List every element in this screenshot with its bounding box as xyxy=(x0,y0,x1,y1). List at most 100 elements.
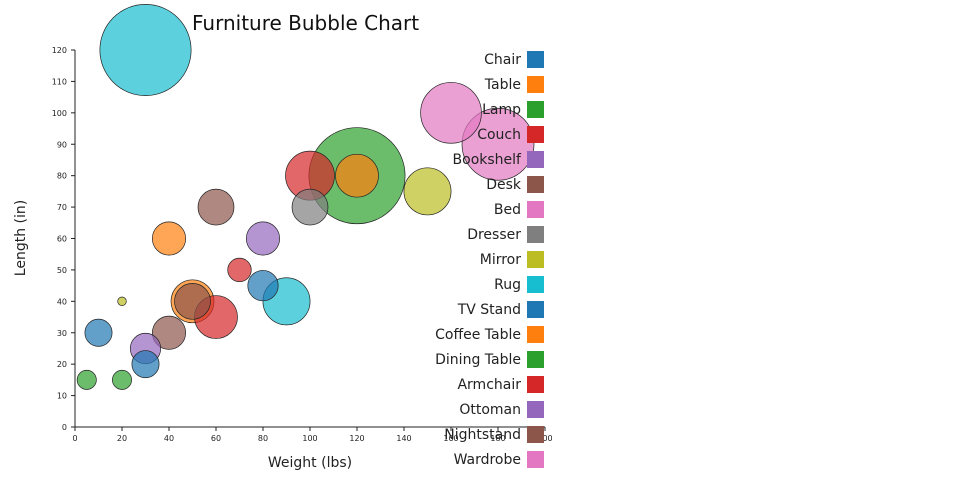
chart-title: Furniture Bubble Chart xyxy=(192,11,419,35)
legend-label: Dining Table xyxy=(435,352,521,368)
legend-swatch xyxy=(527,226,544,243)
bubble-rug xyxy=(99,4,192,96)
legend-item-desk: Desk xyxy=(486,176,544,193)
bubble-desk xyxy=(151,315,187,350)
legend-item-rug: Rug xyxy=(494,276,544,293)
legend-label: Bed xyxy=(494,202,521,218)
x-tick-label: 100 xyxy=(302,434,317,443)
legend-swatch xyxy=(527,201,544,218)
legend-swatch xyxy=(527,76,544,93)
x-tick-label: 120 xyxy=(349,434,364,443)
bubble-couch xyxy=(227,257,252,283)
y-tick-label: 30 xyxy=(57,329,67,338)
x-tick-label: 40 xyxy=(164,434,174,443)
y-tick-label: 20 xyxy=(57,360,67,369)
axes: 0 20 40 60 80 100 120 140 160 180 200 0 10 20 30 40 50 60… xyxy=(52,46,553,443)
legend-label: Mirror xyxy=(480,252,521,268)
legend-swatch xyxy=(527,401,544,418)
y-tick-label: 60 xyxy=(57,235,67,244)
y-tick-label: 50 xyxy=(57,266,67,275)
legend-label: Wardrobe xyxy=(454,452,521,468)
y-tick-label: 0 xyxy=(62,423,67,432)
x-tick-label: 160 xyxy=(443,434,458,443)
legend-item-ottoman: Ottoman xyxy=(459,401,544,418)
legend-item-coffee-table: Coffee Table xyxy=(435,326,544,343)
legend-swatch xyxy=(527,426,544,443)
legend-label: Desk xyxy=(486,177,522,193)
legend-item-tv-stand: TV Stand xyxy=(457,301,544,318)
legend-label: Table xyxy=(484,77,521,93)
legend-swatch xyxy=(527,376,544,393)
legend-item-dresser: Dresser xyxy=(467,226,544,243)
x-tick-label: 0 xyxy=(72,434,77,443)
bubble-desk xyxy=(197,188,235,226)
legend-label: Ottoman xyxy=(459,402,521,418)
y-tick-label: 70 xyxy=(57,203,67,212)
x-tick-label: 200 xyxy=(537,434,552,443)
bubble-bed xyxy=(420,82,482,144)
legend-swatch xyxy=(527,151,544,168)
legend-swatch xyxy=(527,101,544,118)
y-axis-title: Length (in) xyxy=(13,200,29,276)
legend-item-dining-table: Dining Table xyxy=(435,351,544,368)
legend-label: Lamp xyxy=(482,102,521,118)
legend-item-couch: Couch xyxy=(477,126,544,143)
bubble-lamp xyxy=(76,369,97,390)
legend-item-wardrobe: Wardrobe xyxy=(454,451,544,468)
legend-swatch xyxy=(527,451,544,468)
legend-swatch xyxy=(527,51,544,68)
legend-label: Armchair xyxy=(457,377,521,393)
y-tick-label: 40 xyxy=(57,297,67,306)
legend-swatch xyxy=(527,351,544,368)
bubble-bed xyxy=(461,107,535,181)
y-tick-label: 80 xyxy=(57,172,67,181)
bubble-chair xyxy=(131,350,160,379)
bubble-table xyxy=(335,153,379,198)
bubble-bookshelf xyxy=(245,221,281,256)
legend-item-nightstand: Nightstand xyxy=(444,426,544,443)
bubble-desk xyxy=(174,282,211,320)
legend: Chair Table Lamp Couch Bookshelf Desk Bed Dress… xyxy=(435,51,544,468)
legend-item-mirror: Mirror xyxy=(480,251,544,268)
x-tick-label: 20 xyxy=(117,434,127,443)
legend-item-bed: Bed xyxy=(494,201,544,218)
legend-label: Nightstand xyxy=(444,427,521,443)
bubble-mirror xyxy=(117,296,127,306)
legend-swatch xyxy=(527,251,544,268)
legend-swatch xyxy=(527,276,544,293)
legend-swatch xyxy=(527,126,544,143)
bubble-chair xyxy=(84,318,113,347)
legend-label: Couch xyxy=(477,127,521,143)
legend-label: Dresser xyxy=(467,227,521,243)
bubble-mirror xyxy=(403,167,452,216)
bubble-table xyxy=(151,221,187,256)
legend-item-lamp: Lamp xyxy=(482,101,544,118)
x-tick-label: 60 xyxy=(211,434,221,443)
legend-item-table: Table xyxy=(484,76,544,93)
bubble-dresser xyxy=(291,188,329,226)
legend-label: Chair xyxy=(484,52,521,68)
x-tick-label: 180 xyxy=(490,434,505,443)
x-tick-label: 80 xyxy=(258,434,268,443)
y-tick-label: 90 xyxy=(57,140,67,149)
bubble-lamp xyxy=(112,369,132,390)
y-tick-label: 100 xyxy=(52,109,67,118)
x-tick-label: 140 xyxy=(396,434,411,443)
y-tick-label: 110 xyxy=(52,77,67,86)
legend-label: Bookshelf xyxy=(453,152,523,168)
legend-item-armchair: Armchair xyxy=(457,376,544,393)
bubble-chair xyxy=(247,270,279,302)
legend-item-bookshelf: Bookshelf xyxy=(453,151,544,168)
legend-label: Coffee Table xyxy=(435,327,521,343)
x-axis-title: Weight (lbs) xyxy=(268,455,352,471)
plot-area xyxy=(76,4,535,390)
legend-swatch xyxy=(527,301,544,318)
legend-swatch xyxy=(527,326,544,343)
y-tick-label: 10 xyxy=(57,392,67,401)
legend-item-chair: Chair xyxy=(484,51,544,68)
y-tick-label: 120 xyxy=(52,46,67,55)
legend-swatch xyxy=(527,176,544,193)
legend-label: TV Stand xyxy=(457,302,521,318)
legend-label: Rug xyxy=(494,277,521,293)
